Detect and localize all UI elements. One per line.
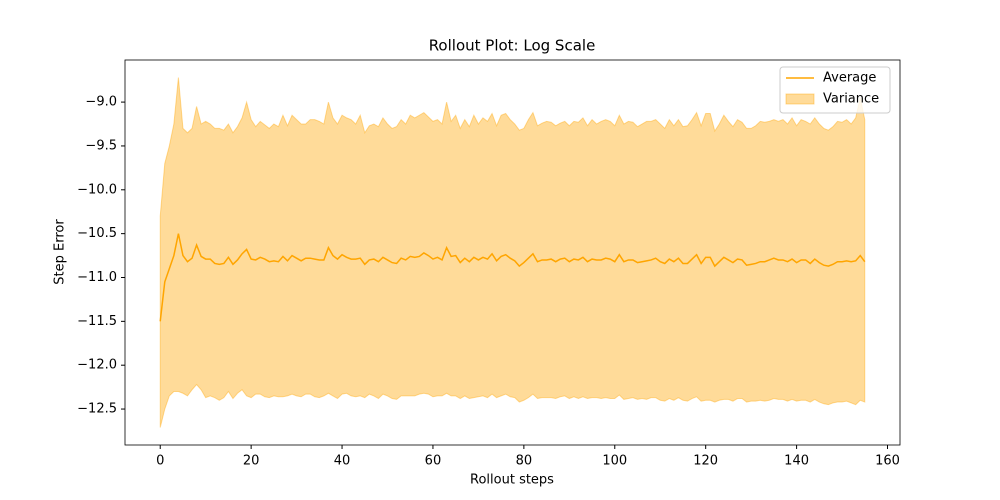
legend: Average Variance [779,66,891,114]
y-axis-label: Step Error [53,219,68,285]
x-tick-label: 120 [693,454,718,469]
x-tick-label: 140 [784,454,809,469]
y-tick-label: −9.0 [85,95,117,110]
y-tick-label: −11.0 [77,270,117,285]
y-tick-label: −12.0 [77,358,117,373]
average-line [159,233,866,322]
chart-title: Rollout Plot: Log Scale [429,37,596,55]
y-tick-label: −10.0 [77,182,117,197]
y-tick-label: −12.5 [77,402,117,417]
x-tick-label: 60 [425,454,442,469]
x-tick-label: 40 [334,454,351,469]
plot-frame [124,59,901,446]
variance-band [159,77,866,428]
legend-swatch [785,93,815,105]
y-tick-label: −9.5 [85,138,117,153]
x-tick-label: 20 [243,454,260,469]
y-tick-label: −11.5 [77,314,117,329]
legend-label: Variance [823,92,879,107]
y-tick-label: −10.5 [77,226,117,241]
x-tick-label: 100 [602,454,627,469]
x-tick-label: 160 [875,454,900,469]
x-tick-label: 80 [516,454,533,469]
legend-label: Average [823,71,876,86]
x-axis-label: Rollout steps [470,473,554,488]
x-tick-label: 0 [156,454,164,469]
